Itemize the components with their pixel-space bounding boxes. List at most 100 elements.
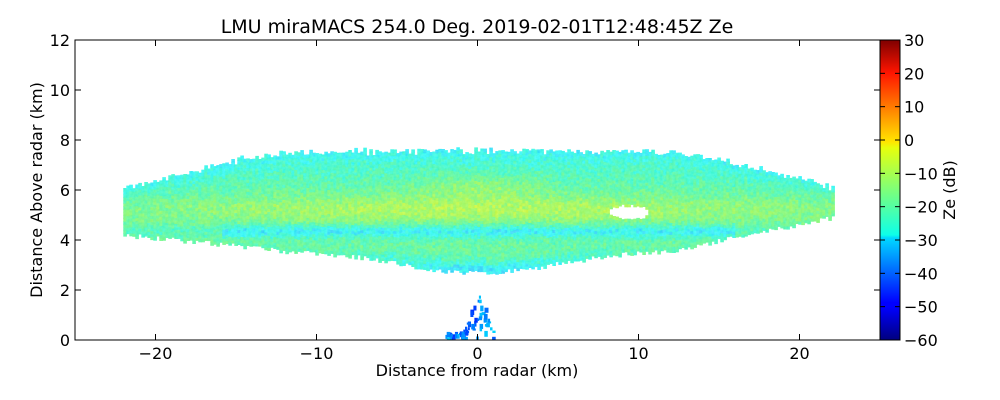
echo-cell	[363, 252, 367, 257]
echo-cell	[231, 189, 235, 193]
echo-cell	[432, 178, 436, 183]
echo-cell	[153, 186, 157, 190]
echo-cell	[516, 261, 520, 266]
echo-cell	[375, 197, 379, 202]
echo-cell	[495, 184, 499, 188]
echo-cell	[198, 196, 202, 201]
echo-cell	[552, 175, 556, 179]
echo-cell	[366, 212, 370, 217]
echo-cell	[441, 179, 445, 183]
echo-cell	[354, 201, 358, 206]
echo-cell	[546, 159, 550, 163]
echo-cell	[423, 227, 427, 231]
echo-cell	[336, 164, 340, 169]
echo-cell	[579, 251, 583, 255]
echo-cell	[300, 180, 304, 184]
echo-cell	[309, 239, 313, 244]
echo-cell	[294, 178, 298, 182]
echo-cell	[558, 228, 562, 232]
echo-cell	[468, 177, 472, 181]
echo-cell	[315, 225, 319, 229]
echo-cell	[303, 241, 307, 246]
echo-cell	[492, 216, 496, 220]
echo-cell	[567, 164, 571, 168]
echo-cell	[429, 260, 433, 264]
echo-cell	[213, 217, 217, 221]
echo-cell	[501, 210, 505, 214]
echo-cell	[189, 171, 193, 175]
echo-cell	[432, 196, 436, 201]
echo-cell	[372, 170, 376, 174]
echo-cell	[213, 211, 217, 215]
echo-cell	[525, 191, 529, 195]
echo-cell	[507, 154, 511, 159]
echo-cell	[348, 210, 352, 214]
echo-cell	[138, 230, 142, 235]
echo-cell	[321, 214, 325, 218]
echo-cell	[264, 159, 268, 164]
echo-cell	[309, 194, 313, 199]
echo-cell	[396, 183, 400, 187]
echo-cell	[237, 217, 241, 221]
echo-cell	[366, 197, 370, 202]
echo-cell	[567, 245, 571, 249]
echo-cell	[261, 202, 265, 207]
echo-cell	[351, 233, 355, 238]
echo-cell	[132, 206, 136, 210]
echo-cell	[399, 157, 403, 162]
echo-cell	[300, 243, 304, 247]
echo-cell	[336, 218, 340, 223]
echo-cell	[384, 178, 388, 183]
echo-cell	[291, 226, 295, 231]
echo-cell	[408, 246, 412, 251]
echo-cell	[315, 183, 319, 187]
echo-cell	[441, 200, 445, 204]
echo-cell	[495, 178, 499, 182]
echo-cell	[393, 215, 397, 220]
echo-cell	[504, 211, 508, 216]
echo-cell	[240, 218, 244, 223]
echo-cell	[375, 218, 379, 223]
echo-cell	[507, 229, 511, 234]
echo-cell	[546, 162, 550, 166]
echo-cell	[375, 155, 379, 160]
echo-cell	[549, 161, 553, 165]
echo-cell	[483, 205, 487, 210]
echo-cell	[573, 209, 577, 214]
echo-cell	[357, 152, 361, 157]
echo-cell	[147, 195, 151, 199]
echo-cell	[504, 163, 508, 168]
echo-cell	[216, 207, 220, 211]
echo-cell	[531, 205, 535, 210]
echo-cell	[426, 240, 430, 245]
echo-cell	[489, 246, 493, 251]
echo-cell	[552, 262, 556, 266]
echo-cell	[444, 249, 448, 253]
echo-cell	[435, 200, 439, 205]
echo-cell	[225, 189, 229, 194]
echo-cell	[327, 159, 331, 163]
echo-cell	[309, 161, 313, 166]
echo-cell	[285, 244, 289, 249]
echo-cell	[570, 184, 574, 189]
echo-cell	[474, 207, 478, 211]
echo-cell	[504, 259, 508, 264]
echo-cell	[141, 219, 145, 223]
echo-cell	[312, 182, 316, 187]
echo-cell	[471, 202, 475, 206]
echo-cell	[561, 186, 565, 191]
echo-cell	[321, 187, 325, 191]
echo-cell	[204, 192, 208, 196]
echo-cell	[525, 179, 529, 183]
echo-cell	[333, 175, 337, 180]
echo-cell	[543, 205, 547, 209]
echo-cell	[402, 187, 406, 191]
echo-cell	[183, 180, 187, 184]
echo-cell	[462, 265, 466, 269]
echo-cell	[540, 215, 544, 219]
echo-cell	[507, 184, 511, 189]
echo-cell	[354, 159, 358, 164]
echo-cell	[279, 222, 283, 227]
echo-cell	[321, 178, 325, 182]
echo-cell	[522, 181, 526, 186]
